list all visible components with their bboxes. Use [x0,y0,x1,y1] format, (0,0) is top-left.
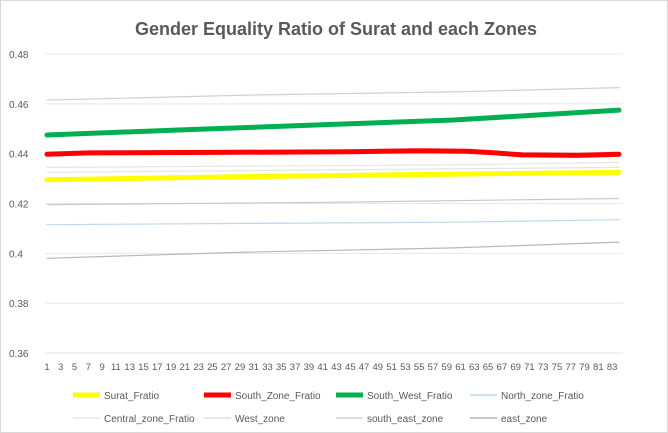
y-tick-label: 0.4 [9,249,23,260]
x-tick-label: 31 [248,362,259,373]
x-tick-label: 19 [166,362,177,373]
legend: Surat_Fratio South_Zone_Fratio South_West_… [73,391,584,425]
legend-label-2: South_West_Fratio [367,391,453,402]
x-tick-label: 39 [304,362,315,373]
x-tick-label: 17 [152,362,163,373]
x-tick-label: 75 [552,362,563,373]
background-lines [46,166,620,206]
x-tick-label: 9 [99,362,104,373]
series-line-1 [44,148,622,158]
x-tick-label: 63 [469,362,480,373]
y-tick-label: 0.44 [9,150,29,161]
background-line [46,166,620,173]
x-tick-label: 37 [290,362,301,373]
legend-label-5: West_zone [235,414,285,425]
x-tick-label: 3 [58,362,63,373]
x-tick-label: 5 [72,362,77,373]
x-tick-label: 21 [180,362,191,373]
x-tick-label: 43 [331,362,342,373]
y-tick-label: 0.42 [9,200,29,211]
chart-title: Gender Equality Ratio of Surat and each … [135,19,537,39]
x-tick-label: 77 [565,362,576,373]
x-tick-label: 71 [524,362,535,373]
x-tick-label: 15 [138,362,149,373]
x-tick-label: 27 [221,362,232,373]
x-axis-ticks: 1 3 5 7 9 11 13 15 17 19 21 23 25 27 29 31 33 35 37 39 41 43 4… [44,362,617,373]
x-tick-label: 47 [359,362,370,373]
x-tick-label: 1 [44,362,49,373]
y-axis-ticks: 0.36 0.38 0.4 0.42 0.44 0.46 0.48 [9,50,29,360]
x-tick-label: 67 [497,362,508,373]
x-tick-label: 45 [345,362,356,373]
x-tick-label: 41 [317,362,328,373]
x-tick-label: 81 [593,362,604,373]
x-tick-label: 13 [124,362,135,373]
x-tick-label: 25 [207,362,218,373]
x-tick-label: 55 [414,362,425,373]
x-tick-label: 23 [193,362,204,373]
x-tick-label: 61 [455,362,466,373]
y-tick-label: 0.48 [9,50,29,61]
x-tick-label: 49 [373,362,384,373]
series-lines [44,87,622,259]
x-tick-label: 79 [579,362,590,373]
x-tick-label: 57 [428,362,439,373]
series-line-4 [46,161,620,168]
series-line-6 [46,87,620,101]
legend-label-7: east_zone [501,414,548,425]
series-line-0 [44,169,622,183]
x-tick-label: 11 [111,362,121,373]
x-tick-label: 35 [276,362,287,373]
x-tick-label: 7 [86,362,91,373]
legend-label-6: south_east_zone [367,414,444,425]
x-tick-label: 51 [386,362,397,373]
legend-label-1: South_Zone_Fratio [235,391,321,402]
x-tick-label: 53 [400,362,411,373]
x-tick-label: 73 [538,362,549,373]
x-tick-label: 29 [235,362,246,373]
y-tick-label: 0.46 [9,100,29,111]
legend-label-4: Central_zone_Fratio [104,414,195,425]
background-line [46,197,620,206]
legend-label-3: North_zone_Fratio [501,391,584,402]
y-tick-label: 0.36 [9,349,29,360]
x-tick-label: 83 [607,362,618,373]
series-line-2 [44,107,622,138]
series-line-3 [46,219,620,226]
x-tick-label: 33 [262,362,273,373]
x-tick-label: 69 [510,362,521,373]
x-tick-label: 59 [441,362,452,373]
legend-label-0: Surat_Fratio [104,391,159,402]
y-tick-label: 0.38 [9,299,29,310]
series-line-7 [46,241,620,259]
x-tick-label: 65 [483,362,494,373]
